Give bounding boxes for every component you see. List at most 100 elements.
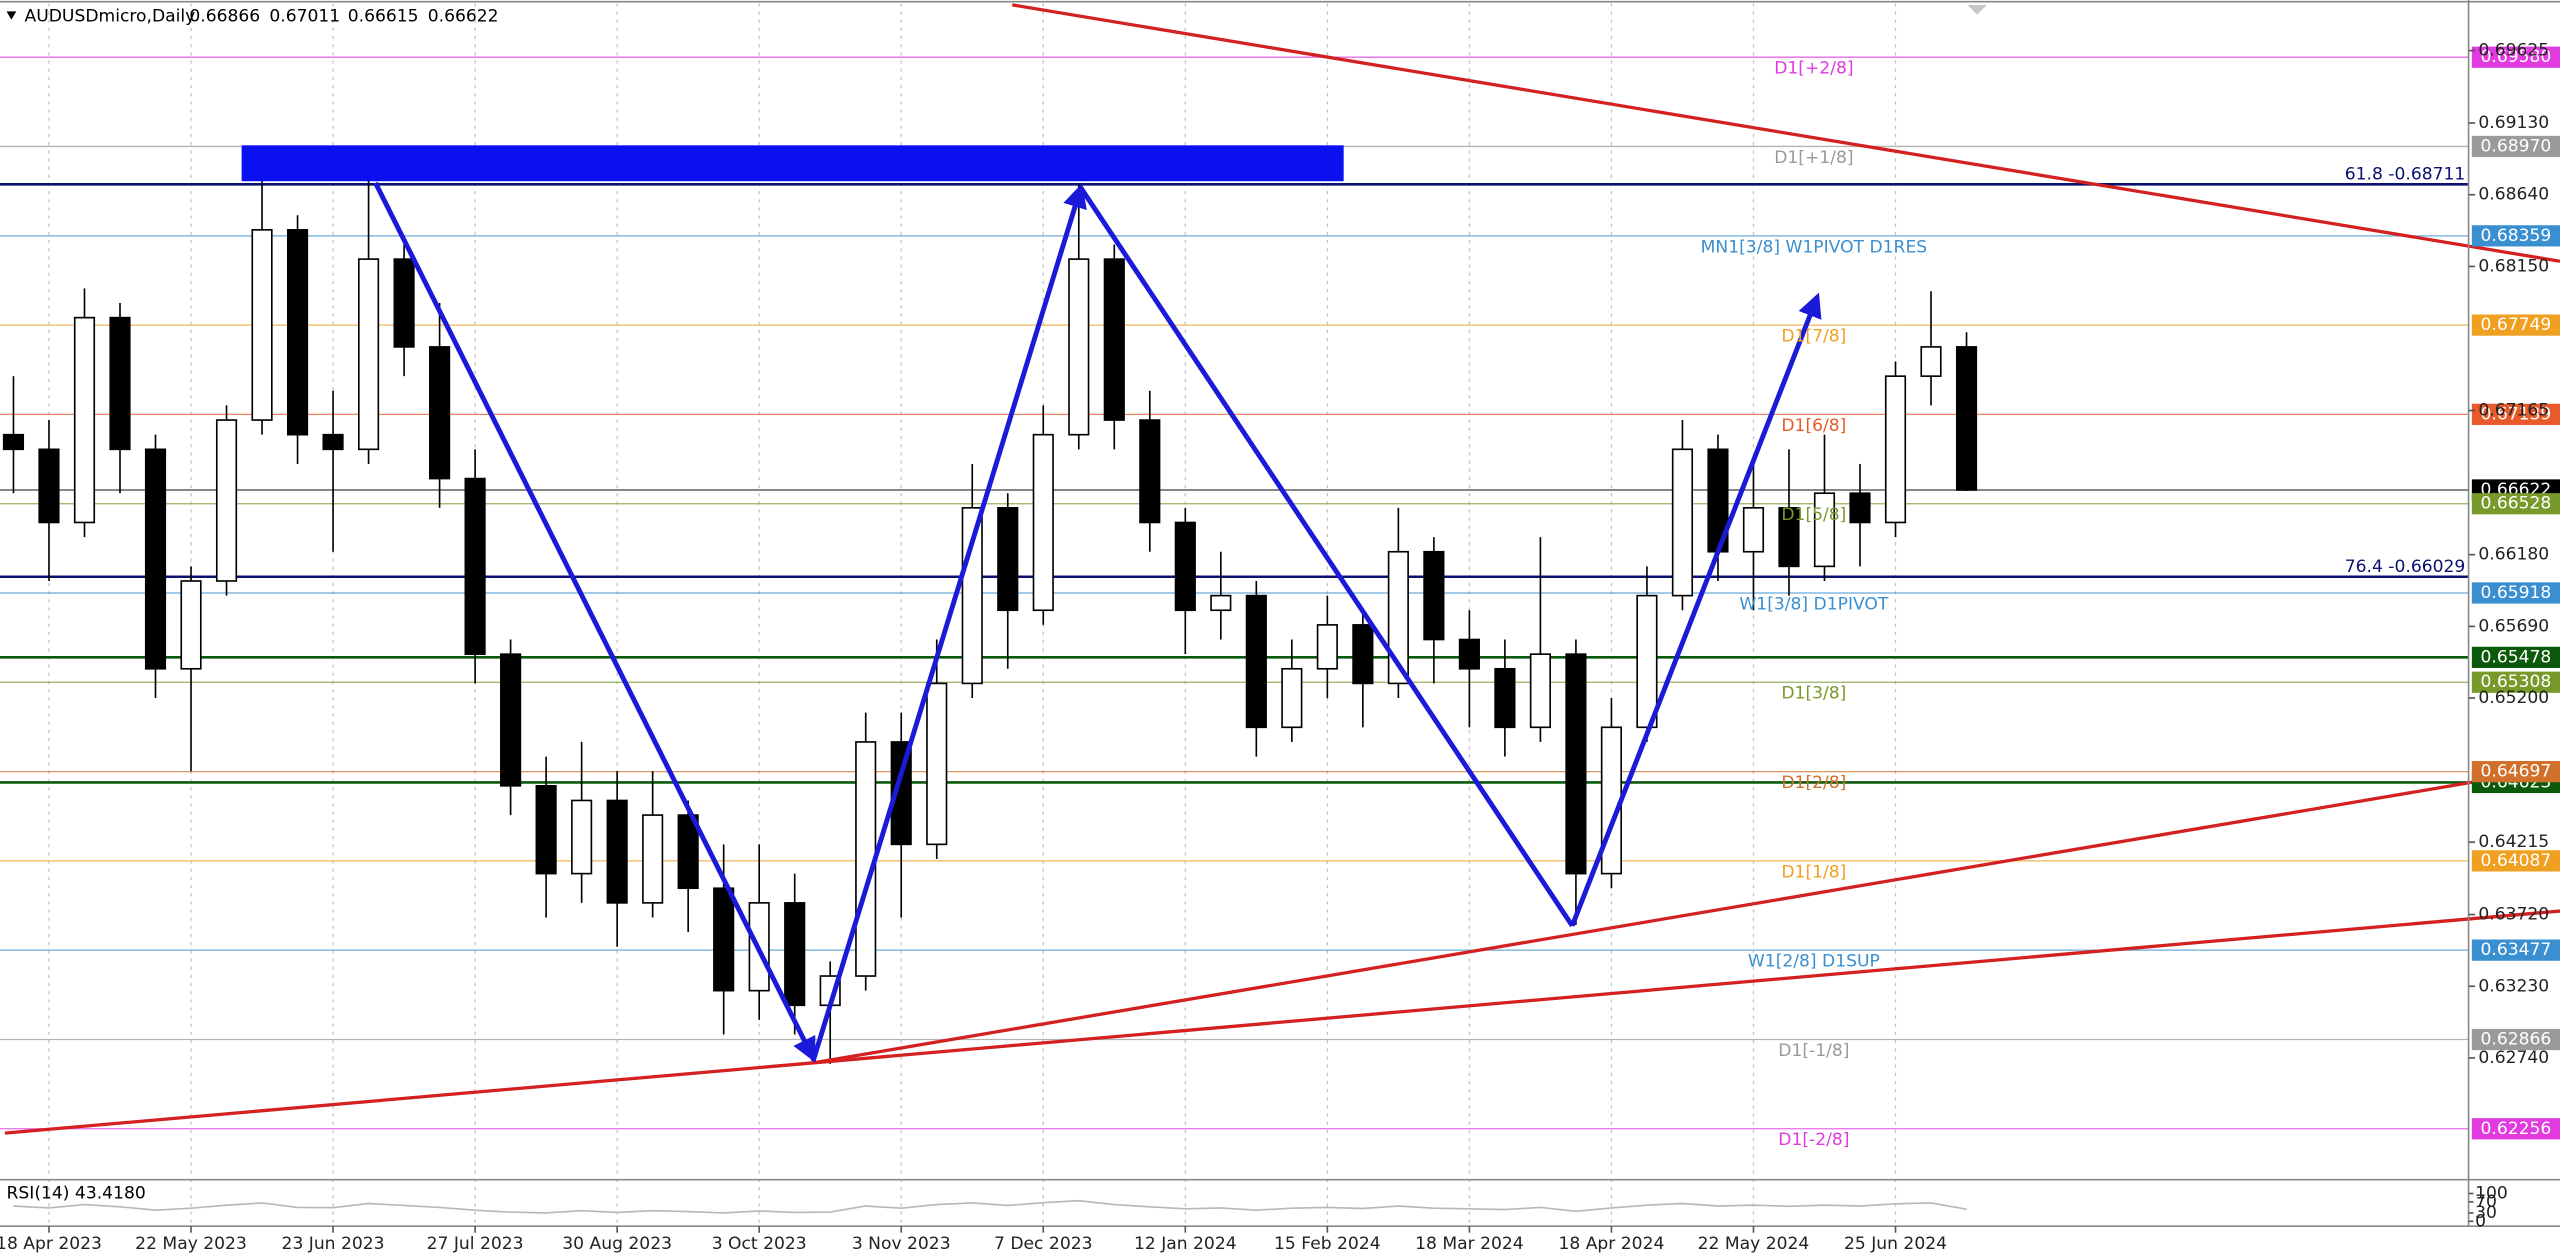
candle-body [1565,653,1587,875]
x-tick-label: 15 Feb 2024 [1274,1234,1381,1254]
candle-body [1210,594,1232,612]
fibo-label: 61.8 -0.68711 [2345,165,2466,185]
y-tick-label: 0.65200 [2478,688,2549,708]
header-icon [6,11,17,20]
zigzag-arrow [1569,292,1822,927]
y-tick-label: 0.62740 [2478,1048,2549,1068]
x-tick-label: 23 Jun 2023 [282,1234,385,1254]
candle-body [642,814,664,904]
candle-body [1423,550,1445,641]
candle-body [1245,594,1267,729]
x-tick-label: 3 Oct 2023 [712,1234,807,1254]
price-label: 0.63477 [2481,940,2552,960]
price-label-box [2471,1118,2560,1140]
candle-body [357,258,380,451]
candles [2,159,1978,1064]
price-label: 0.67139 [2481,404,2552,424]
candle-body [890,741,912,846]
trend-line [1011,3,2560,263]
level-name: D1[1/8] [1781,862,1846,882]
level-name: D1[2/8] [1781,773,1846,793]
level-name: D1[6/8] [1781,416,1846,436]
price-label: 0.65308 [2481,672,2552,692]
x-tick-label: 18 Apr 2024 [1558,1234,1664,1254]
trend-line [4,909,2560,1135]
y-tick-label: 0.63720 [2478,905,2549,925]
candle-body [393,258,415,348]
x-tick-label: 3 Nov 2023 [852,1234,951,1254]
candle-body [73,316,96,524]
candle-body [1352,624,1374,685]
price-label: 0.68970 [2481,136,2552,156]
x-tick-label: 18 Mar 2024 [1415,1234,1524,1254]
candle-body [1103,258,1125,421]
zigzag-arrow [373,181,816,1063]
price-label-box [2471,939,2560,961]
x-tick-label: 22 May 2023 [135,1234,247,1254]
header-low: 0.66615 [348,6,419,26]
candle-body [2,433,25,451]
header-open: 0.66866 [189,6,260,26]
price-label-box [2471,135,2560,158]
level-name: D1[+2/8] [1774,59,1853,79]
level-name: D1[7/8] [1781,327,1846,347]
zigzag-arrow [810,183,1087,1062]
price-label: 0.68359 [2481,226,2552,246]
level-name: D1[+1/8] [1774,148,1853,168]
price-label-box [2471,850,2560,872]
y-tick-label: 0.68640 [2478,185,2549,205]
candle-body [926,682,948,846]
symbol: AUDUSDmicro,Daily [24,6,195,26]
x-tick-label: 7 Dec 2023 [994,1234,1093,1254]
level-name: W1[2/8] D1SUP [1748,952,1880,972]
candle-body [1920,346,1942,377]
x-tick-label: 18 Apr 2023 [0,1234,102,1254]
candle-body [571,799,593,875]
candle-body [429,346,451,480]
price-label-box [2471,646,2560,668]
price-label: 0.62256 [2481,1119,2552,1139]
candle-body [1387,550,1409,685]
levels [0,56,2469,1130]
price-label-box [2471,582,2560,604]
candle-body [1742,507,1765,553]
price-label-box [2471,1028,2560,1051]
candle-body [1458,638,1480,670]
price-label-box [2471,46,2560,68]
candle-body [109,316,131,451]
candle-body [500,653,522,787]
candle-body [606,799,628,904]
candle-body [1671,448,1694,597]
zigzag-line [1078,186,1575,928]
x-tick-label: 12 Jan 2024 [1134,1234,1237,1254]
price-label: 0.65478 [2481,647,2552,667]
price-label-box [2471,671,2560,693]
candle-body [1529,653,1551,729]
candle-body [1494,667,1516,729]
price-label-box [2471,493,2560,515]
price-label-box [2471,761,2560,783]
candle-body [1955,346,1978,491]
y-tick-label: 0.65690 [2478,616,2549,636]
trend-line [812,765,2560,1065]
candle-body [144,448,167,670]
price-label: 0.62866 [2481,1030,2552,1050]
x-tick-label: 25 Jun 2024 [1844,1234,1947,1254]
price-label: 0.67749 [2481,315,2552,335]
price-label: 0.66528 [2481,494,2552,514]
level-name: D1[3/8] [1781,684,1846,704]
candle-body [1281,667,1303,729]
candle-body [677,814,699,890]
supply-zone [241,145,1344,182]
y-tick-label: 0.69625 [2478,41,2549,61]
candle-body [784,902,806,1007]
rsi-line [13,1199,1967,1214]
header-high: 0.67011 [269,6,340,26]
candle-body [1600,726,1623,875]
candle-body [464,477,486,655]
candle-body [1139,419,1161,524]
fibo-label: 76.4 -0.66029 [2345,557,2466,577]
